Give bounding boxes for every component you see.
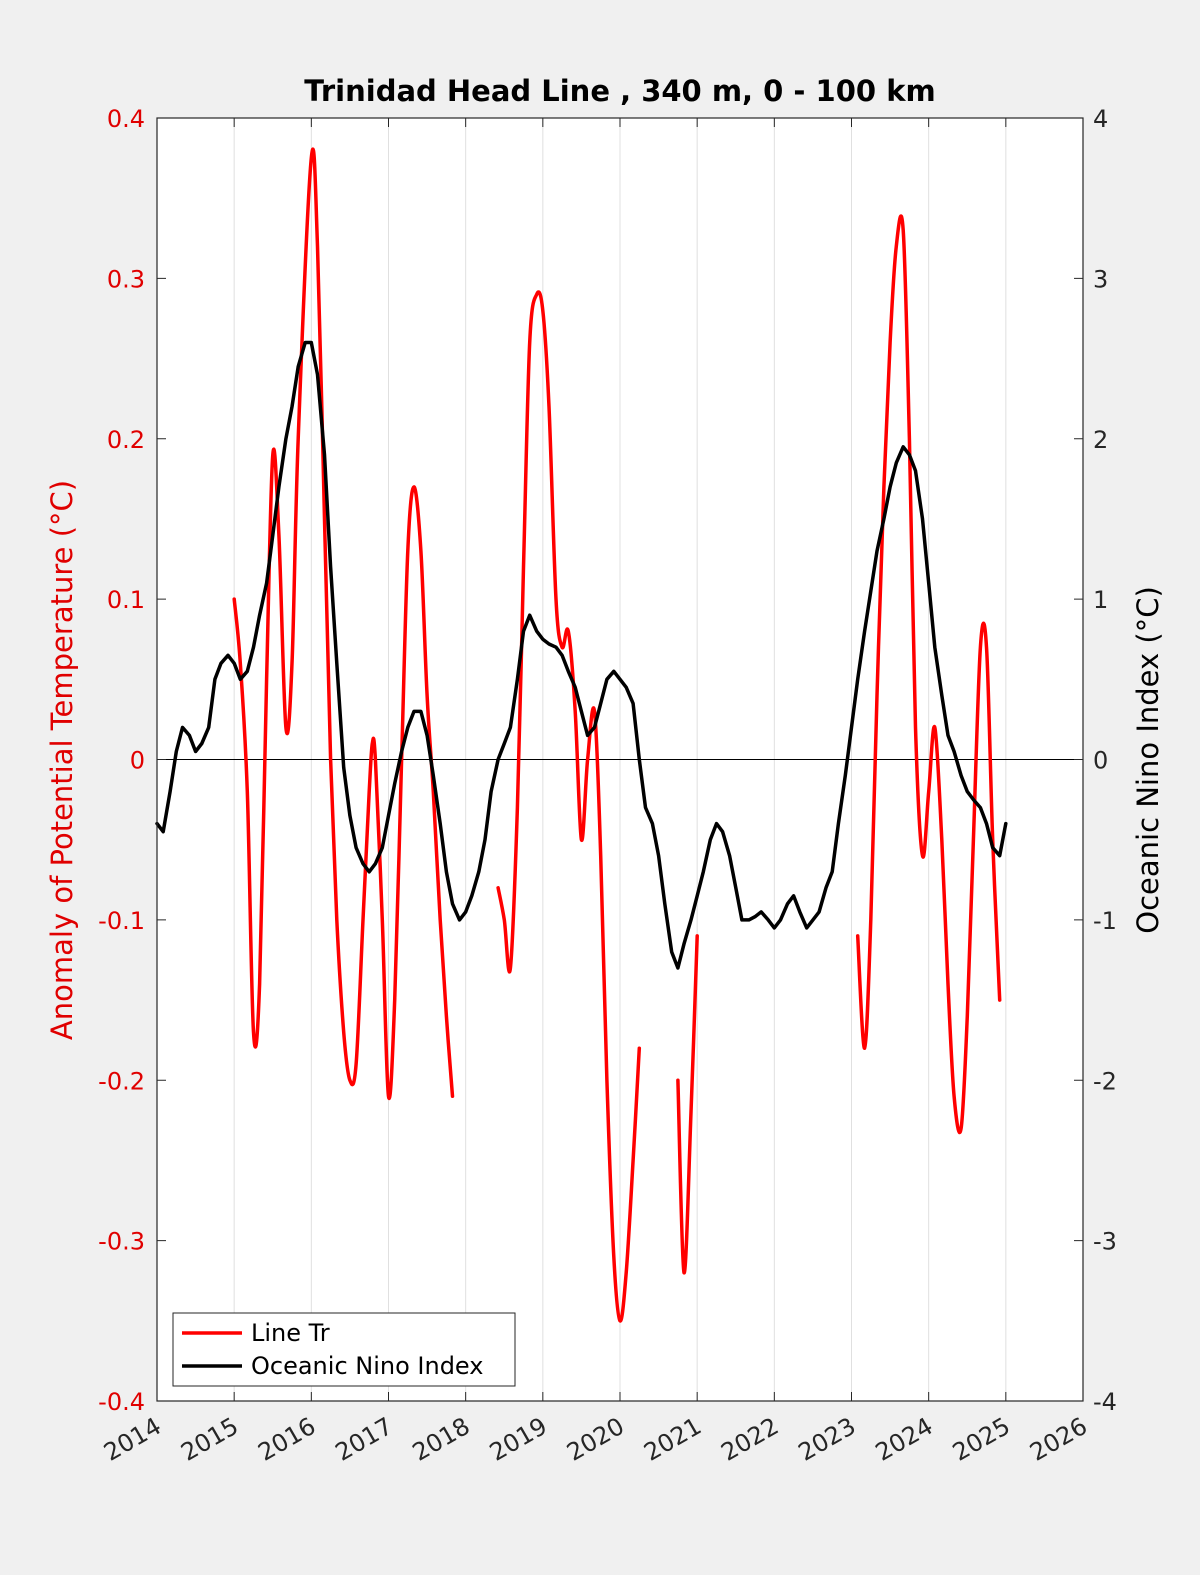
y-left-tick-label: 0.1	[107, 586, 145, 614]
x-tick-label: 2023	[794, 1412, 861, 1467]
y-left-tick-label: -0.4	[98, 1388, 145, 1416]
y-right-tick-label: -1	[1093, 907, 1117, 935]
x-tick-label: 2022	[716, 1412, 783, 1467]
series-line-tr-segment	[232, 147, 455, 1101]
x-tick-label: 2026	[1025, 1412, 1092, 1467]
x-tick-label: 2018	[408, 1412, 475, 1467]
series-oni-line	[155, 340, 1008, 970]
y-left-tick-label: 0.2	[107, 426, 145, 454]
y-left-tick-label: -0.3	[98, 1228, 145, 1256]
x-tick-label: 2017	[331, 1412, 398, 1467]
y-right-tick-label: 4	[1093, 105, 1108, 133]
legend-label-oni: Oceanic Nino Index	[251, 1352, 483, 1380]
x-tick-label: 2014	[99, 1412, 166, 1467]
y-axis-right-label: Oceanic Nino Index (°C)	[1131, 586, 1165, 934]
y-left-tick-label: -0.1	[98, 907, 145, 935]
x-tick-label: 2020	[562, 1412, 629, 1467]
x-tick-label: 2019	[485, 1412, 552, 1467]
series-layer	[155, 147, 1008, 1323]
y-right-tick-label: 1	[1093, 586, 1108, 614]
chart-title: Trinidad Head Line , 340 m, 0 - 100 km	[304, 74, 935, 108]
legend-box	[172, 1312, 516, 1387]
x-tick-label: 2016	[253, 1412, 320, 1467]
legend: Line Tr Oceanic Nino Index	[172, 1312, 516, 1387]
y-right-tick-label: 0	[1093, 747, 1108, 775]
series-line-tr-segment	[496, 290, 642, 1323]
x-tick-label: 2024	[871, 1412, 938, 1467]
y-right-tick-label: 2	[1093, 426, 1108, 454]
y-right-tick-label: -4	[1093, 1388, 1117, 1416]
y-right-tick-label: -3	[1093, 1228, 1117, 1256]
y-left-tick-label: 0	[130, 747, 145, 775]
x-tick-label: 2021	[639, 1412, 706, 1467]
y-axis-left-label: Anomaly of Potential Temperature (°C)	[45, 480, 79, 1040]
y-right-tick-label: -2	[1093, 1067, 1117, 1095]
y-left-tick-label: -0.2	[98, 1067, 145, 1095]
x-tick-label: 2025	[948, 1412, 1015, 1467]
y-right-tick-label: 3	[1093, 265, 1108, 293]
x-tick-label: 2015	[176, 1412, 243, 1467]
y-left-tick-label: 0.4	[107, 105, 145, 133]
series-line-tr-segment	[676, 934, 699, 1275]
y-left-tick-label: 0.3	[107, 265, 145, 293]
legend-label-line-tr: Line Tr	[251, 1319, 330, 1347]
series-line-tr-segment	[855, 214, 1002, 1135]
